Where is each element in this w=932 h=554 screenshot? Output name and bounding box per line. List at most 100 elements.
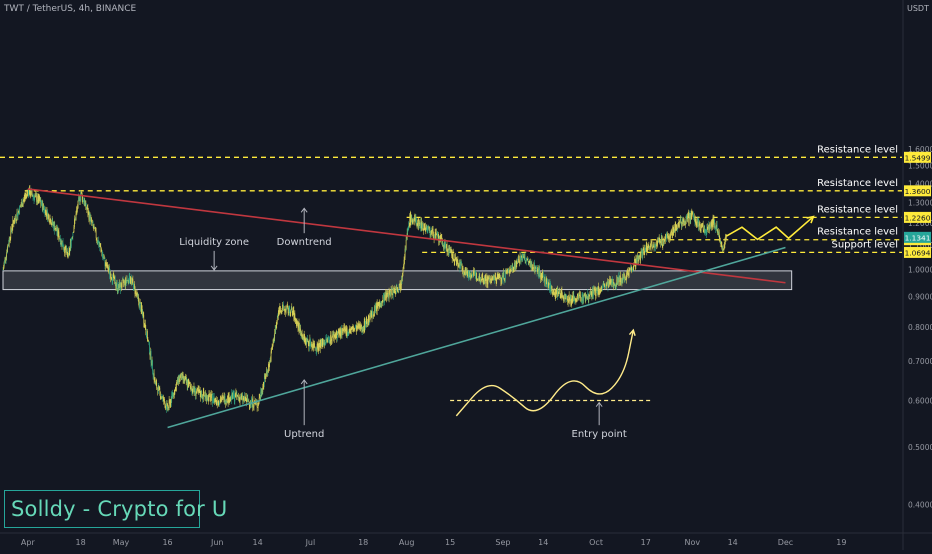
candle-down	[558, 290, 560, 294]
x-tick-label: Sep	[495, 538, 510, 547]
candle-down	[566, 297, 567, 299]
candle-up	[593, 288, 595, 290]
candle-down	[94, 227, 96, 231]
candle-down	[393, 289, 395, 293]
candle-down	[143, 323, 145, 327]
price-axis-panel[interactable]	[903, 0, 932, 550]
candle-down	[536, 268, 537, 269]
candle-up	[401, 277, 403, 280]
candle-down	[304, 338, 306, 344]
candle-up	[78, 197, 80, 199]
candle-up	[338, 329, 340, 333]
candle-up	[263, 375, 265, 384]
candle-down	[293, 310, 295, 320]
candle-down	[630, 266, 632, 269]
candle-down	[643, 254, 645, 255]
candle-up	[651, 241, 652, 243]
candle-down	[567, 301, 569, 303]
candle-up	[3, 263, 5, 268]
candle-up	[646, 250, 648, 252]
candle-up	[30, 190, 32, 195]
candle-up	[365, 318, 367, 328]
candle-down	[432, 228, 434, 236]
candle-down	[379, 305, 381, 307]
x-tick-label: Nov	[684, 538, 700, 547]
candle-down	[182, 374, 184, 380]
candle-up	[517, 259, 519, 263]
candle-down	[317, 345, 319, 351]
candle-up	[582, 299, 584, 301]
candle-up	[221, 396, 223, 400]
candle-down	[82, 197, 84, 202]
candle-down	[2, 269, 4, 271]
candle-down	[280, 310, 282, 314]
entry-sketch-arrowhead	[628, 328, 636, 336]
candle-up	[533, 267, 534, 269]
candle-up	[629, 268, 631, 271]
candle-down	[413, 220, 414, 222]
candle-up	[665, 234, 667, 237]
candle-down	[273, 339, 275, 343]
candle-down	[519, 262, 520, 263]
candle-up	[689, 214, 691, 217]
candle-down	[421, 221, 423, 229]
candle-down	[689, 214, 691, 220]
candle-down	[384, 294, 386, 300]
candle-up	[410, 214, 412, 224]
candle-down	[645, 248, 647, 251]
candle-down	[88, 212, 90, 220]
candle-up	[477, 278, 478, 281]
candle-up	[238, 397, 240, 399]
candle-down	[365, 322, 367, 328]
candle-down	[59, 238, 61, 240]
candle-up	[22, 201, 24, 205]
candle-up	[390, 289, 392, 296]
candle-up	[562, 295, 564, 297]
candle-up	[550, 286, 552, 292]
y-tick-label: 1.0000	[908, 266, 932, 275]
candle-up	[176, 382, 178, 385]
resistance-label: Resistance level	[817, 227, 898, 238]
candle-down	[268, 364, 270, 367]
resistance-label: Resistance level	[817, 178, 898, 189]
candle-down	[539, 268, 540, 276]
candle-up	[274, 329, 276, 334]
candle-down	[596, 289, 597, 291]
candle-down	[106, 263, 108, 268]
candle-up	[618, 279, 620, 282]
candle-down	[218, 400, 220, 404]
candle-up	[26, 191, 28, 195]
candle-down	[222, 396, 224, 398]
candle-up	[568, 295, 569, 303]
x-tick-label: 14	[728, 538, 738, 547]
candle-up	[236, 394, 238, 397]
candle-down	[543, 275, 545, 279]
candle-down	[676, 225, 678, 229]
candle-down	[582, 293, 583, 301]
candle-down	[647, 244, 649, 247]
candle-down	[459, 262, 461, 269]
candle-up	[672, 227, 673, 236]
candle-down	[67, 253, 69, 257]
candle-down	[233, 393, 235, 402]
candle-up	[18, 210, 19, 212]
candle-up	[327, 337, 329, 339]
candle-down	[158, 386, 160, 389]
candle-up	[492, 276, 493, 280]
candle-up	[579, 294, 580, 296]
candle-up	[303, 334, 305, 339]
candle-down	[673, 228, 675, 232]
candle-down	[213, 396, 215, 402]
candle-down	[557, 289, 559, 296]
price-tag-text: 1.0694	[905, 248, 931, 257]
candle-up	[269, 360, 271, 362]
candle-down	[522, 254, 524, 257]
candle-up	[369, 320, 370, 322]
candle-down	[134, 286, 136, 295]
candle-down	[247, 400, 249, 402]
candle-up	[505, 271, 506, 279]
candle-up	[37, 196, 39, 202]
candle-up	[610, 279, 611, 284]
